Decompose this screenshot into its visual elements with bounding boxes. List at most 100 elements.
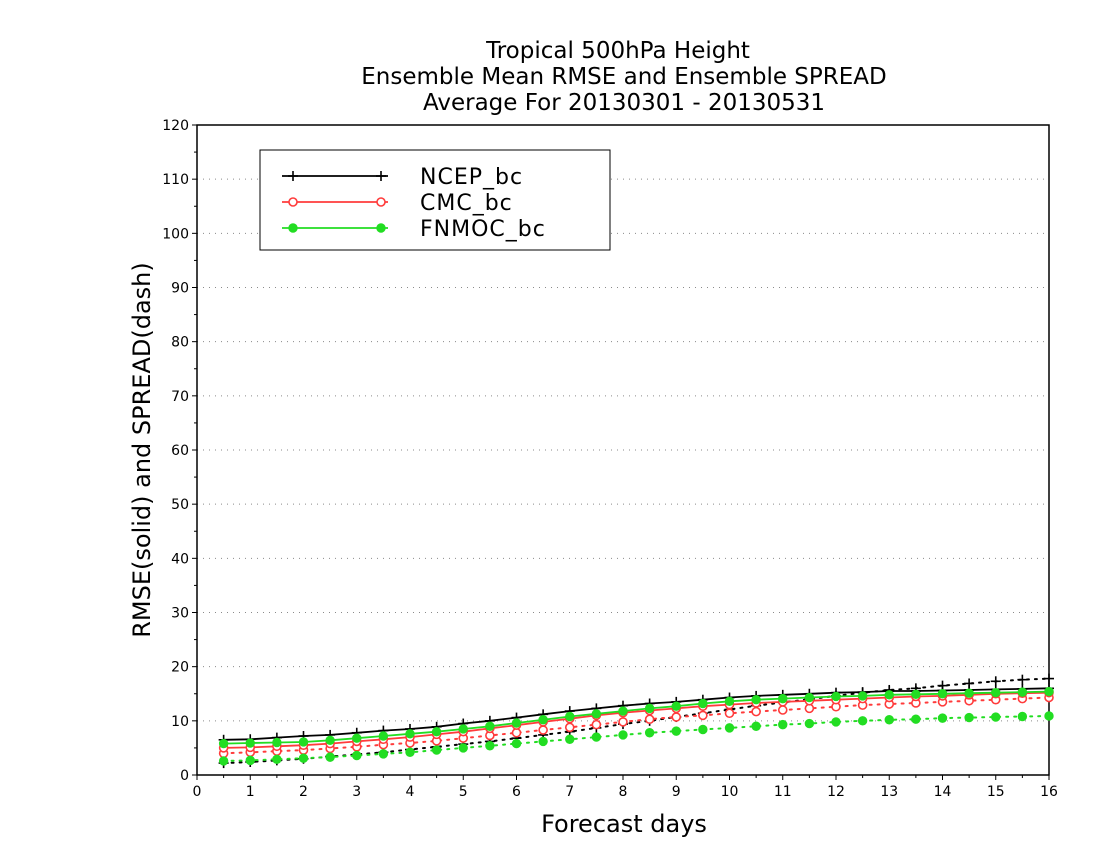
y-tick-label-60: 60 (171, 443, 189, 459)
point-fnmoc-bc-rmse-17 (671, 701, 681, 711)
point-fnmoc-bc-rmse-13 (565, 711, 575, 722)
point-fnmoc-bc-rmse-29 (991, 687, 1001, 698)
point-ncep-bc-spread-31 (1044, 673, 1054, 684)
point-cmc-bc-spread-20 (751, 706, 761, 717)
point-cmc-bc-spread-19 (724, 708, 735, 719)
point-fnmoc-bc-spread-1 (245, 755, 255, 766)
y-tick-label-110: 110 (162, 172, 189, 188)
point-fnmoc-bc-rmse-1 (245, 738, 255, 748)
point-fnmoc-bc-rmse-31 (1044, 686, 1054, 697)
point-fnmoc-bc-spread-0 (218, 756, 229, 766)
point-cmc-bc-spread-21 (777, 705, 788, 715)
y-axis-ticks: 0 10 20 30 40 50 60 70 80 90 100 110 120 (162, 118, 197, 784)
y-tick-label-50: 50 (171, 497, 189, 513)
x-tick-label-6: 6 (512, 784, 521, 800)
legend-marker-left-ncep-bc (288, 171, 298, 181)
line-fnmoc-bc-rmse (223, 690, 1050, 745)
x-axis-ticks: 0 1 2 3 4 5 6 7 8 9 10 11 12 13 14 15 16 (193, 775, 1058, 800)
point-fnmoc-bc-spread-6 (378, 749, 389, 759)
legend-label-cmc-bc: CMC_bc (420, 191, 513, 216)
point-fnmoc-bc-rmse-11 (511, 718, 522, 728)
x-tick-label-7: 7 (565, 784, 574, 800)
point-fnmoc-bc-spread-5 (352, 750, 362, 761)
y-tick-label-90: 90 (171, 281, 189, 297)
point-fnmoc-bc-rmse-22 (804, 692, 815, 703)
point-fnmoc-bc-spread-11 (511, 738, 522, 749)
point-fnmoc-bc-rmse-16 (644, 703, 655, 714)
x-tick-label-15: 15 (987, 784, 1005, 800)
y-tick-label-10: 10 (171, 714, 189, 730)
point-cmc-bc-spread-15 (618, 717, 628, 727)
legend-marker-right-ncep-bc (376, 171, 386, 181)
x-tick-label-4: 4 (406, 784, 415, 800)
point-fnmoc-bc-rmse-28 (964, 688, 974, 698)
point-fnmoc-bc-rmse-26 (911, 689, 921, 699)
point-fnmoc-bc-rmse-27 (937, 689, 948, 699)
title-line-3: Average For 20130301 - 20130531 (423, 90, 825, 116)
point-fnmoc-bc-rmse-14 (591, 709, 602, 719)
point-cmc-bc-spread-13 (564, 722, 575, 733)
point-fnmoc-bc-spread-12 (538, 736, 548, 747)
point-fnmoc-bc-spread-2 (272, 754, 282, 764)
x-tick-label-8: 8 (619, 784, 628, 800)
y-tick-label-20: 20 (171, 660, 189, 676)
point-fnmoc-bc-spread-17 (671, 726, 681, 736)
point-fnmoc-bc-spread-13 (565, 734, 575, 744)
legend-marker-right-fnmoc-bc (376, 223, 386, 233)
x-tick-label-10: 10 (721, 784, 739, 800)
point-cmc-bc-spread-18 (698, 710, 708, 721)
title-line-2: Ensemble Mean RMSE and Ensemble SPREAD (361, 64, 886, 90)
point-fnmoc-bc-rmse-25 (884, 690, 894, 700)
legend-marker-right-cmc-bc (376, 197, 386, 207)
point-fnmoc-bc-rmse-5 (352, 733, 362, 743)
legend-box (259, 149, 611, 251)
x-tick-label-2: 2 (299, 784, 308, 800)
point-fnmoc-bc-spread-26 (911, 714, 921, 724)
point-fnmoc-bc-rmse-8 (431, 726, 442, 737)
point-ncep-bc-spread-30 (1017, 674, 1028, 685)
point-fnmoc-bc-spread-14 (591, 732, 602, 742)
y-tick-label-30: 30 (171, 606, 189, 622)
legend-marker-left-fnmoc-bc (288, 223, 298, 233)
x-tick-label-1: 1 (246, 784, 255, 800)
point-fnmoc-bc-spread-8 (431, 745, 442, 755)
y-tick-label-100: 100 (162, 226, 189, 242)
point-fnmoc-bc-rmse-7 (405, 729, 415, 739)
point-fnmoc-bc-spread-27 (937, 713, 948, 723)
point-fnmoc-bc-spread-9 (458, 743, 468, 753)
point-fnmoc-bc-rmse-30 (1017, 687, 1028, 697)
point-fnmoc-bc-spread-21 (778, 719, 788, 730)
legend-marker-left-cmc-bc (288, 197, 298, 207)
point-fnmoc-bc-spread-10 (485, 741, 495, 751)
point-fnmoc-bc-spread-29 (991, 712, 1001, 722)
point-fnmoc-bc-rmse-2 (272, 737, 282, 748)
point-fnmoc-bc-rmse-24 (857, 691, 868, 701)
point-fnmoc-bc-rmse-19 (724, 696, 735, 707)
point-fnmoc-bc-rmse-21 (778, 693, 788, 704)
point-fnmoc-bc-spread-20 (751, 721, 761, 731)
y-tick-label-120: 120 (162, 118, 189, 134)
point-cmc-bc-spread-16 (644, 714, 655, 725)
line-cmc-bc-spread (222, 696, 1050, 755)
point-cmc-bc-spread-12 (538, 725, 548, 735)
point-fnmoc-bc-spread-19 (724, 723, 735, 733)
point-fnmoc-bc-rmse-10 (485, 721, 495, 731)
point-fnmoc-bc-rmse-18 (698, 698, 708, 709)
point-fnmoc-bc-spread-7 (405, 747, 415, 757)
y-tick-label-70: 70 (171, 389, 189, 405)
point-fnmoc-bc-spread-18 (698, 724, 708, 735)
x-tick-label-0: 0 (193, 784, 202, 800)
x-tick-label-14: 14 (934, 784, 952, 800)
point-fnmoc-bc-spread-22 (804, 718, 815, 729)
series-layer (218, 673, 1054, 769)
gridlines (197, 178, 1049, 722)
point-fnmoc-bc-rmse-20 (751, 695, 761, 705)
point-fnmoc-bc-rmse-23 (831, 691, 841, 702)
point-fnmoc-bc-spread-31 (1044, 711, 1054, 721)
x-axis-label: Forecast days (541, 810, 707, 838)
x-tick-label-5: 5 (459, 784, 468, 800)
point-fnmoc-bc-spread-24 (857, 716, 868, 726)
point-fnmoc-bc-rmse-12 (538, 715, 548, 725)
